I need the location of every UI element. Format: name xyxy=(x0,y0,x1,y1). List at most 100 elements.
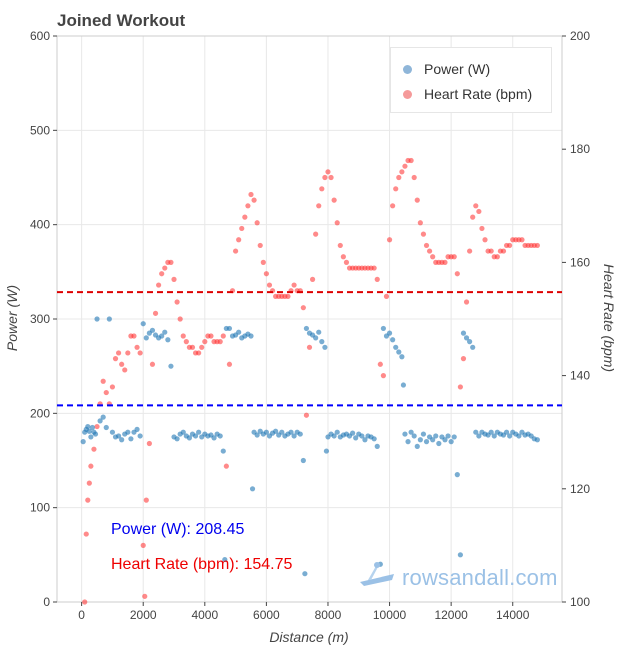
power-point xyxy=(331,433,337,439)
power-point xyxy=(353,435,359,441)
heart-rate-point xyxy=(223,463,229,469)
heart-rate-point xyxy=(470,214,476,220)
heart-rate-point xyxy=(383,293,390,299)
power-point xyxy=(359,433,365,439)
heart-rate-point xyxy=(199,344,205,350)
heart-rate-point xyxy=(140,542,146,549)
heart-rate-point xyxy=(300,305,306,311)
power-point xyxy=(100,414,106,420)
power-point xyxy=(180,429,186,435)
heart-rate-point xyxy=(232,248,239,254)
power-point xyxy=(473,429,479,435)
heart-rate-point xyxy=(109,384,116,390)
power-point xyxy=(396,349,402,355)
power-average-text: Power (W): 208.45 xyxy=(111,521,245,538)
power-point xyxy=(226,325,233,332)
heart-rate-point xyxy=(328,174,334,181)
power-point xyxy=(263,429,269,435)
heart-rate-point xyxy=(142,593,148,599)
power-point xyxy=(115,433,122,439)
power-point xyxy=(408,429,414,435)
heart-rate-point xyxy=(306,344,313,350)
heart-rate-point xyxy=(137,350,143,356)
power-point xyxy=(322,344,328,350)
heart-rate-point xyxy=(115,350,122,356)
heart-rate-point xyxy=(374,276,380,282)
left-tick-label: 200 xyxy=(30,406,50,420)
right-tick-label: 200 xyxy=(570,29,590,43)
power-point xyxy=(297,431,303,437)
heart-rate-point xyxy=(451,254,457,260)
legend-item-power[interactable]: Power (W) xyxy=(403,60,490,78)
right-tick-label: 160 xyxy=(570,255,590,269)
heart-rate-series xyxy=(82,157,540,605)
heart-rate-point xyxy=(86,480,92,486)
heart-rate-point xyxy=(100,378,106,384)
heart-rate-point xyxy=(482,237,488,243)
heart-rate-point xyxy=(479,225,485,232)
power-point xyxy=(248,333,254,339)
x-tick-label: 8000 xyxy=(315,608,342,622)
heart-rate-point xyxy=(162,265,168,271)
power-point xyxy=(196,429,202,435)
heart-rate-point xyxy=(309,276,316,282)
heart-rate-point xyxy=(420,231,427,237)
legend-item-heart-rate[interactable]: Heart Rate (bpm) xyxy=(403,85,532,103)
power-point xyxy=(380,325,387,332)
power-point xyxy=(85,423,91,430)
legend-power-swatch xyxy=(403,64,412,74)
power-point xyxy=(405,439,411,445)
power-point xyxy=(220,448,226,454)
power-point xyxy=(109,429,116,435)
power-point xyxy=(222,556,228,563)
power-point xyxy=(165,337,171,343)
power-point xyxy=(414,443,420,449)
heart-rate-point xyxy=(454,271,460,277)
power-point xyxy=(433,433,439,439)
heart-rate-point xyxy=(248,191,254,198)
legend: Power (W) Heart Rate (bpm) xyxy=(390,47,552,113)
heart-rate-point xyxy=(245,203,251,209)
power-point xyxy=(436,440,442,447)
heart-rate-point xyxy=(377,361,383,367)
left-tick-label: 100 xyxy=(30,501,50,515)
power-point xyxy=(92,431,99,437)
heart-rate-point xyxy=(134,344,140,350)
heart-rate-point xyxy=(494,254,500,260)
heart-rate-point xyxy=(82,599,88,605)
power-point xyxy=(303,325,310,332)
heart-rate-point xyxy=(507,242,513,249)
right-tick-label: 180 xyxy=(570,142,590,156)
power-point xyxy=(374,443,380,449)
heart-rate-point xyxy=(534,242,540,249)
heart-rate-point xyxy=(396,174,402,181)
power-point xyxy=(162,329,168,335)
heart-rate-point xyxy=(399,169,405,175)
power-point xyxy=(89,424,96,431)
heart-rate-point xyxy=(236,237,242,243)
heart-rate-point xyxy=(460,356,467,362)
heart-rate-point xyxy=(313,231,319,237)
x-tick-label: 2000 xyxy=(130,608,157,622)
power-point xyxy=(442,437,448,443)
heart-rate-point xyxy=(83,531,89,537)
power-point xyxy=(445,433,451,439)
heart-rate-point xyxy=(177,316,183,322)
heart-rate-point xyxy=(331,197,337,203)
heart-rate-point xyxy=(254,220,260,226)
power-point xyxy=(80,439,86,445)
power-point xyxy=(140,321,146,327)
power-point xyxy=(186,435,193,441)
x-tick-label: 12000 xyxy=(434,608,468,622)
heart-rate-point xyxy=(208,333,214,339)
power-point xyxy=(399,354,405,360)
heart-rate-point xyxy=(423,242,430,249)
heart-rate-point xyxy=(174,299,180,305)
heart-rate-point xyxy=(220,333,226,339)
left-tick-label: 400 xyxy=(30,218,50,232)
power-point xyxy=(316,329,322,335)
x-tick-label: 4000 xyxy=(191,608,218,622)
heart-rate-point xyxy=(337,242,343,249)
power-point xyxy=(159,333,165,339)
